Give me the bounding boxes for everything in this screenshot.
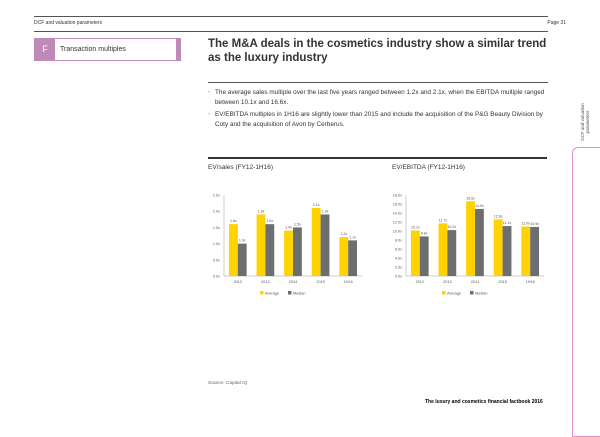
data-label: 11.1x: [503, 221, 512, 225]
data-label: 10.1x: [411, 226, 420, 230]
section-bar: [176, 39, 180, 60]
data-label: 11.7x: [439, 218, 448, 222]
bar-average: [493, 219, 503, 276]
data-label: 16.6x: [466, 196, 475, 200]
data-label: 10.9x: [530, 222, 539, 226]
y-tick-label: 8.0x: [395, 239, 402, 243]
legend-swatch-median: [470, 291, 474, 295]
data-label: 1.6x: [230, 219, 237, 223]
ev-ebitda-chart: 0.0x 2.0x 4.0x 6.0x 8.0x 10.0x 12.0x 14.0x 16.0x…: [393, 194, 544, 295]
data-label: 1.6x: [266, 219, 273, 223]
legend-swatch-average: [442, 291, 446, 295]
bar-median: [502, 226, 512, 276]
y-tick-label: 0.5x: [213, 258, 220, 262]
chart-rule: [208, 157, 547, 159]
bar-median: [237, 243, 247, 276]
data-label: 8.8x: [421, 231, 428, 235]
y-tick-label: 1.5x: [213, 226, 220, 230]
data-label: 1.0x: [239, 239, 246, 243]
x-tick-label: 1H16: [344, 280, 353, 284]
ev-sales-chart: 0.0x 0.5x 1.0x 1.5x 2.0x 2.5x 2012 1.6x 1.0x 2013…: [213, 194, 362, 295]
data-label: 1.4x: [285, 226, 292, 230]
bullet-list: • The average sales multiple over the las…: [208, 88, 553, 132]
chart-title-ev-sales: EV/sales (FY12-1H16): [208, 164, 274, 171]
bar-median: [348, 240, 358, 276]
y-tick-label: 0.0x: [213, 275, 220, 279]
header-rule-top: [34, 16, 548, 17]
bullet-item: • EV/EBITDA multiples in 1H16 are slightl…: [208, 111, 543, 128]
bar-average: [521, 226, 531, 276]
bar-median: [475, 208, 484, 276]
y-tick-label: 14.0x: [393, 212, 402, 216]
y-tick-label: 2.5x: [213, 194, 220, 198]
data-label: 14.9x: [475, 204, 484, 208]
bar-median: [419, 236, 429, 276]
bar-average: [410, 230, 420, 276]
data-label: 12.6x: [494, 214, 503, 218]
data-label: 2.1x: [313, 203, 320, 207]
bullet-icon: •: [208, 111, 211, 118]
x-tick-label: 2015: [498, 280, 506, 284]
bar-average: [284, 230, 293, 276]
bar-median: [320, 214, 330, 276]
bar-median: [265, 224, 275, 276]
x-tick-label: 2014: [289, 280, 297, 284]
bar-median: [293, 227, 302, 276]
x-tick-label: 2012: [234, 280, 242, 284]
side-tab-label: DCF and valuation parameters: [580, 103, 590, 141]
bar-average: [339, 237, 349, 276]
data-label: 1.5x: [294, 222, 301, 226]
bullet-item: • The average sales multiple over the las…: [208, 89, 545, 106]
y-tick-label: 1.0x: [213, 242, 220, 246]
x-tick-label: 1H16: [526, 280, 535, 284]
y-tick-label: 12.0x: [393, 221, 402, 225]
bar-average: [466, 201, 475, 276]
data-label: 1.2x: [340, 232, 347, 236]
footer-title: The luxury and cosmetics financial factb…: [425, 399, 543, 405]
bar-average: [228, 224, 238, 276]
legend-swatch-median: [288, 291, 292, 295]
header-rule-bottom: [34, 31, 548, 32]
legend-label: Average: [447, 291, 461, 295]
y-tick-label: 2.0x: [395, 266, 402, 270]
data-label: 10.2x: [447, 225, 456, 229]
x-tick-label: 2015: [316, 280, 324, 284]
header-section: DCF and valuation parameters: [34, 20, 103, 26]
side-tab[interactable]: [572, 147, 600, 437]
x-tick-label: 2013: [443, 280, 451, 284]
y-tick-label: 6.0x: [395, 248, 402, 252]
x-tick-label: 2013: [261, 280, 269, 284]
chart-title-ev-ebitda: EV/EBITDA (FY12-1H16): [392, 164, 465, 171]
legend-label: Median: [293, 291, 305, 295]
section-label: Transaction multiples: [60, 46, 126, 53]
y-tick-label: 10.0x: [393, 230, 402, 234]
data-label: 1.1x: [349, 235, 356, 239]
title-rule: [208, 82, 548, 83]
bar-median: [530, 226, 540, 276]
legend-label: Average: [265, 291, 279, 295]
y-tick-label: 2.0x: [213, 210, 220, 214]
legend-swatch-average: [260, 291, 264, 295]
bullet-icon: •: [208, 89, 211, 96]
bar-median: [447, 230, 457, 276]
data-label: 11.0x: [522, 222, 531, 226]
bar-average: [438, 223, 448, 276]
source-note: Source: Capital IQ: [208, 381, 248, 386]
x-tick-label: 2012: [416, 280, 424, 284]
legend-label: Median: [475, 291, 487, 295]
x-tick-label: 2014: [471, 280, 479, 284]
y-tick-label: 4.0x: [395, 257, 402, 261]
bar-average: [311, 207, 321, 276]
y-tick-label: 0.0x: [395, 275, 402, 279]
page-number: Page 31: [547, 20, 566, 26]
bar-average: [256, 214, 266, 276]
y-tick-label: 16.0x: [393, 203, 402, 207]
data-label: 1.9x: [258, 209, 265, 213]
y-tick-label: 18.0x: [393, 194, 402, 198]
page-title: The M&A deals in the cosmetics industry …: [208, 38, 547, 64]
data-label: 1.9x: [322, 209, 329, 213]
section-box: F Transaction multiples: [34, 38, 181, 61]
section-letter: F: [35, 39, 55, 60]
